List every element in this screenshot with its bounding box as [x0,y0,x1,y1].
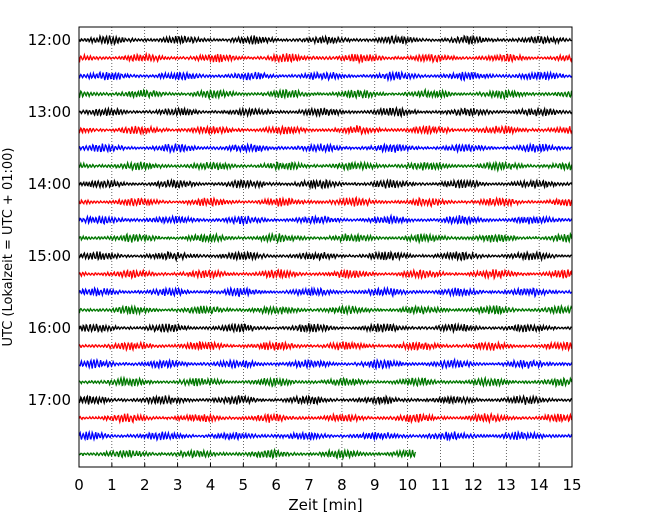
x-tick-label-15: 15 [562,476,581,494]
x-tick-label-9: 9 [370,476,380,494]
trace-17:00 [78,394,573,406]
x-tick-label-10: 10 [398,476,417,494]
trace-13:45 [78,160,573,173]
trace-15:15 [78,267,573,281]
trace-12:00 [78,33,572,47]
trace-17:45 [78,447,417,461]
x-tick-label-1: 1 [107,476,117,494]
trace-12:45 [78,87,573,101]
y-tick-label-12:00: 12:00 [28,31,71,49]
trace-17:30 [78,429,573,443]
x-tick-label-14: 14 [530,476,549,494]
trace-13:30 [78,141,572,155]
y-tick-label-14:00: 14:00 [28,175,71,193]
x-tick-label-6: 6 [271,476,281,494]
trace-17:15 [78,411,573,425]
grid-lines [111,27,540,467]
x-tick-label-5: 5 [239,476,249,494]
trace-16:15 [78,339,573,353]
trace-12:30 [78,69,573,83]
y-axis: 12:00 13:00 14:00 15:00 16:00 17:00 [28,31,83,409]
trace-14:15 [78,195,573,209]
trace-15:45 [78,303,573,317]
trace-14:45 [78,231,573,245]
trace-16:45 [78,375,573,389]
trace-16:30 [78,357,573,371]
y-tick-label-17:00: 17:00 [28,391,71,409]
x-tick-label-7: 7 [304,476,314,494]
trace-13:00 [78,105,573,119]
y-axis-label: UTC (Lokalzeit = UTC + 01:00) [1,148,16,347]
x-axis-label: Zeit [min] [288,496,362,514]
x-tick-label-11: 11 [431,476,450,494]
x-tick-label-8: 8 [337,476,347,494]
plot-frame [78,26,573,468]
trace-12:15 [78,51,573,65]
y-tick-label-13:00: 13:00 [28,103,71,121]
x-tick-label-0: 0 [74,476,84,494]
traces-group [78,33,573,461]
trace-15:00 [78,249,572,263]
x-tick-label-3: 3 [173,476,183,494]
x-tick-label-2: 2 [140,476,150,494]
x-tick-label-4: 4 [206,476,216,494]
trace-16:00 [78,322,572,335]
trace-13:15 [78,124,573,136]
y-tick-label-15:00: 15:00 [28,247,71,265]
x-tick-label-12: 12 [464,476,483,494]
trace-14:30 [78,213,573,227]
y-tick-label-16:00: 16:00 [28,319,71,337]
trace-14:00 [78,177,573,190]
trace-15:30 [78,285,573,299]
x-tick-label-13: 13 [497,476,516,494]
plot-background [79,27,572,467]
x-axis: 0 1 2 3 4 5 6 7 8 9 10 11 12 13 14 15 [74,463,582,494]
